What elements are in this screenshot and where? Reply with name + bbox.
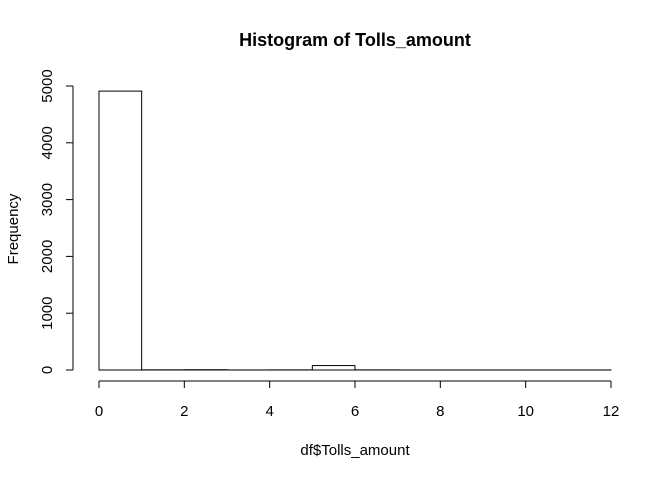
histogram-bar	[98, 90, 143, 371]
x-tick-label: 4	[265, 403, 273, 420]
bars-group	[98, 90, 612, 371]
y-tick-label: 5000	[39, 69, 56, 102]
y-tick-label: 2000	[39, 240, 56, 273]
x-tick-label: 2	[180, 403, 188, 420]
x-tick-label: 6	[351, 403, 359, 420]
y-axis-ticks: 0 1000 2000 3000 4000 5000	[39, 69, 73, 374]
y-tick-label: 4000	[39, 126, 56, 159]
x-tick-label: 8	[436, 403, 444, 420]
x-tick-label: 10	[517, 403, 534, 420]
x-tick-label: 12	[603, 403, 620, 420]
y-tick-label: 1000	[39, 297, 56, 330]
x-tick-label: 0	[95, 403, 103, 420]
histogram-bar	[311, 365, 356, 371]
x-axis-ticks: 0 2 4 6 8 10 12	[95, 381, 620, 420]
y-tick-label: 3000	[39, 183, 56, 216]
y-tick-label: 0	[39, 366, 56, 374]
x-axis-label: df$Tolls_amount	[300, 442, 410, 459]
chart-title: Histogram of Tolls_amount	[239, 30, 471, 50]
y-axis-label: Frequency	[5, 193, 22, 264]
